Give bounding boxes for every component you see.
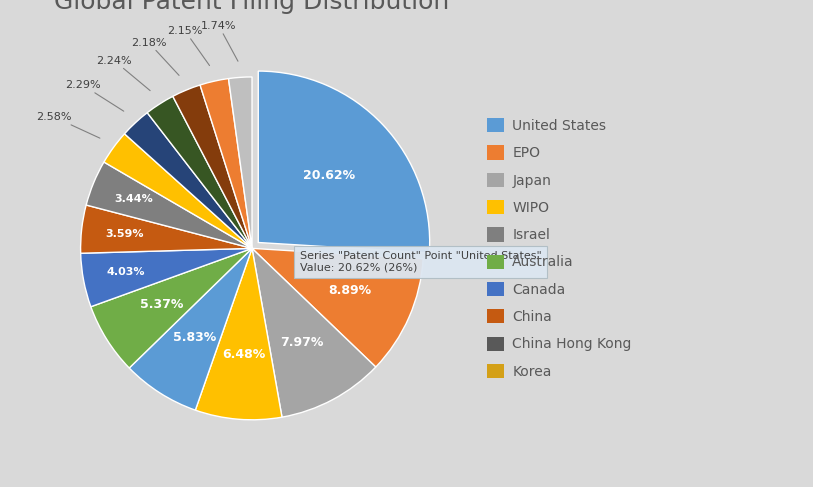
Text: 2.18%: 2.18%	[131, 37, 179, 75]
Wedge shape	[80, 248, 252, 307]
Wedge shape	[228, 77, 252, 248]
Wedge shape	[86, 162, 252, 248]
Text: 20.62%: 20.62%	[303, 169, 355, 182]
Wedge shape	[259, 71, 430, 253]
Text: 5.83%: 5.83%	[173, 332, 216, 344]
Text: 1.74%: 1.74%	[201, 21, 238, 61]
Text: 3.44%: 3.44%	[114, 194, 153, 204]
Text: Series "Patent Count" Point "United States"
Value: 20.62% (26%): Series "Patent Count" Point "United Stat…	[300, 251, 541, 273]
Text: 8.89%: 8.89%	[328, 284, 371, 298]
Text: 5.37%: 5.37%	[141, 299, 184, 311]
Wedge shape	[173, 85, 252, 248]
Text: 4.03%: 4.03%	[107, 267, 145, 278]
Text: 7.97%: 7.97%	[280, 336, 324, 349]
Text: 3.59%: 3.59%	[105, 229, 144, 239]
Wedge shape	[200, 78, 252, 248]
Wedge shape	[195, 248, 282, 420]
Wedge shape	[147, 96, 252, 248]
Text: 2.24%: 2.24%	[97, 56, 150, 91]
Wedge shape	[91, 248, 252, 368]
Wedge shape	[104, 134, 252, 248]
Wedge shape	[129, 248, 252, 410]
Text: 2.29%: 2.29%	[65, 80, 124, 111]
Title: Global Patent Filing Distribution: Global Patent Filing Distribution	[54, 0, 450, 14]
Text: 2.15%: 2.15%	[167, 26, 210, 66]
Wedge shape	[252, 248, 423, 367]
Wedge shape	[252, 248, 376, 417]
Wedge shape	[124, 112, 252, 248]
Text: 2.58%: 2.58%	[37, 112, 100, 138]
Text: 6.48%: 6.48%	[222, 348, 265, 361]
Wedge shape	[80, 205, 252, 253]
Legend: United States, EPO, Japan, WIPO, Israel, Australia, Canada, China, China Hong Ko: United States, EPO, Japan, WIPO, Israel,…	[482, 112, 637, 384]
